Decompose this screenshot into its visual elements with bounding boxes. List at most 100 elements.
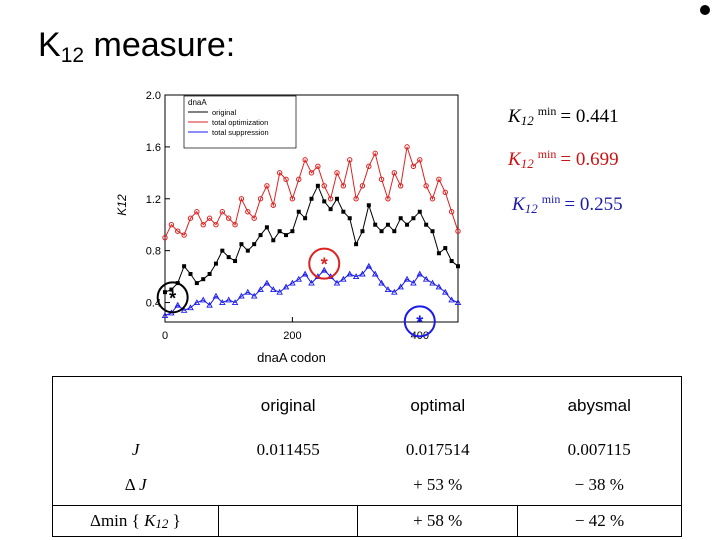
data-point	[454, 299, 462, 305]
data-point	[430, 229, 435, 234]
data-point	[359, 183, 366, 189]
data-point	[341, 209, 346, 214]
data-point	[232, 222, 238, 228]
y-tick-label: 2.0	[146, 90, 161, 102]
data-point	[417, 157, 423, 163]
series-line-0	[164, 184, 459, 293]
table-header-empty	[53, 377, 219, 436]
table-header-optimal: optimal	[410, 396, 466, 415]
data-point	[391, 288, 398, 295]
annotation-value: = 0.255	[564, 194, 623, 215]
data-point	[373, 222, 378, 227]
highlight-circle	[156, 281, 189, 314]
data-point	[360, 229, 365, 234]
data-point	[410, 163, 417, 170]
data-point	[347, 216, 352, 221]
data-point	[378, 176, 385, 183]
data-point	[346, 270, 353, 277]
data-point	[359, 270, 366, 277]
data-point	[295, 275, 303, 282]
data-point	[384, 286, 392, 293]
row-label-delta-j: Δ J	[124, 475, 147, 494]
data-point	[328, 207, 333, 212]
slide-corner-dot	[700, 5, 710, 15]
results-table: original optimal abysmal J 0.011455 0.01…	[52, 376, 683, 537]
data-point	[231, 299, 239, 305]
series-line-1	[164, 146, 459, 238]
data-point	[270, 202, 276, 208]
data-point	[296, 176, 302, 183]
data-point	[352, 273, 360, 280]
highlight-circle	[403, 305, 436, 338]
data-point	[257, 286, 264, 293]
annotation-value: = 0.699	[560, 149, 619, 170]
data-point	[180, 306, 188, 313]
y-tick-label: 0.8	[146, 246, 161, 258]
data-point	[320, 266, 328, 273]
data-point	[187, 215, 194, 221]
data-point	[442, 189, 448, 195]
data-point	[201, 277, 206, 282]
annotation-min: min	[537, 104, 557, 118]
annotation-sub: 12	[524, 201, 538, 216]
data-point	[403, 275, 411, 282]
data-point	[366, 163, 372, 170]
data-point	[282, 283, 290, 290]
data-point	[378, 279, 385, 286]
data-point	[225, 296, 232, 303]
cell-dmin-original	[217, 505, 359, 537]
data-point	[417, 209, 422, 214]
cell-j-original: 0.011455	[256, 440, 320, 459]
data-point	[194, 209, 200, 215]
data-point	[455, 228, 461, 234]
cell-dmin-abysmal: − 42 %	[516, 505, 683, 537]
data-point	[251, 215, 257, 221]
data-point	[405, 222, 410, 227]
data-point	[225, 215, 232, 221]
legend-entry: total suppression	[212, 128, 269, 137]
data-point	[219, 209, 226, 215]
data-point	[220, 248, 225, 253]
data-point	[366, 203, 371, 208]
data-point	[308, 279, 315, 286]
y-tick-label: 1.2	[146, 194, 161, 206]
data-point	[290, 229, 295, 234]
data-point	[333, 279, 341, 286]
data-point	[206, 215, 213, 221]
data-point	[245, 248, 250, 253]
data-point	[296, 209, 301, 214]
table-row: Δ J + 53 % − 38 %	[53, 465, 682, 506]
data-point	[302, 157, 308, 163]
data-point	[424, 222, 429, 227]
annotation-optimal-min: K12min = 0.699	[508, 147, 619, 172]
data-point	[264, 183, 270, 189]
data-point	[252, 242, 257, 247]
data-point	[303, 216, 308, 221]
highlight-star: *	[321, 255, 328, 275]
data-point	[258, 233, 263, 238]
data-point	[250, 292, 258, 299]
data-point	[436, 251, 441, 256]
data-point	[392, 229, 397, 234]
x-axis-label: dnaA codon	[257, 350, 326, 365]
data-point	[321, 183, 327, 189]
cell-dmin-optimal: + 58 %	[357, 505, 518, 537]
cell-dj-optimal: + 53 %	[413, 475, 463, 494]
slide-title: K12 measure:	[38, 26, 236, 67]
legend-entry: total optimization	[212, 118, 268, 127]
cell-dj-original	[218, 465, 358, 506]
data-point	[443, 246, 448, 251]
annotation-sub: 12	[520, 113, 534, 128]
data-point	[397, 183, 404, 189]
row-label-j: J	[131, 440, 140, 459]
data-point	[175, 228, 181, 234]
annotation-k: K	[512, 194, 525, 215]
data-point	[436, 176, 442, 183]
data-point	[322, 199, 327, 204]
data-point	[283, 176, 289, 183]
annotation-original-min: K12min = 0.441	[508, 104, 619, 129]
data-point	[200, 222, 206, 228]
table-row: J 0.011455 0.017514 0.007115	[53, 435, 682, 465]
data-point	[257, 196, 264, 202]
cell-dj-abysmal: − 38 %	[574, 475, 624, 494]
